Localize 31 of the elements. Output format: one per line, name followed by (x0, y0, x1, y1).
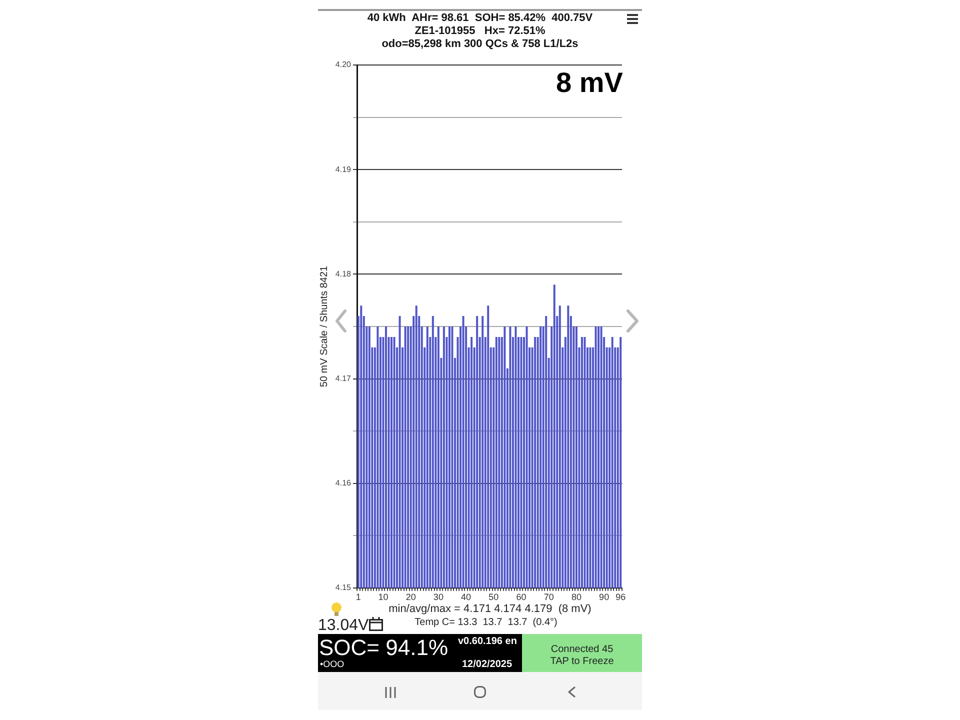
chart-subtitle: ZE1-101955 Hx= 72.51% (414, 25, 546, 38)
y-tick-label: 4.16 (335, 478, 352, 488)
text: Temp C= 13.3 13.7 13.7 (0.4°) (414, 617, 558, 628)
text: min/avg/max = 4.171 4.174 4.179 (8 mV) (388, 603, 592, 616)
x-tick-label: 90 (599, 592, 610, 602)
text: 13.04V (318, 617, 369, 635)
text: odo=85,298 km 300 QCs & 758 L1/L2s (380, 38, 580, 50)
x-tick-label: 10 (378, 592, 388, 602)
y-tick-label: 4.15 (335, 583, 352, 592)
x-tick-label: 80 (571, 592, 582, 602)
x-tick-label: 70 (544, 592, 554, 602)
x-tick-label: 40 (461, 592, 472, 602)
text: TAP to Freeze (549, 656, 615, 667)
text: SOC= 94.1% (319, 635, 448, 660)
x-tick-label: 96 (616, 592, 626, 602)
text: 12/02/2025 (462, 659, 512, 670)
x-tick-label: 1 (356, 592, 361, 602)
y-tick-label: 4.19 (335, 164, 352, 174)
x-tick-label: 30 (433, 592, 444, 602)
y-tick-label: 4.17 (335, 374, 352, 384)
x-tick-label: 20 (406, 592, 416, 602)
x-tick-label: 60 (516, 592, 526, 602)
x-tick-label: 50 (488, 592, 499, 602)
annotation: 8 mV (556, 67, 623, 99)
y-tick-label: 4.18 (335, 269, 352, 278)
chart-title: 40 kWh AHr= 98.61 SOH= 85.42% 400.75V (366, 12, 594, 24)
y-axis-title: 50 mV Scale / Shunts 8421 (318, 265, 330, 388)
text: v0.60.196 en (458, 636, 517, 647)
text: Connected 45 (550, 644, 614, 655)
text: •OOO (320, 659, 344, 670)
y-tick-label: 4.20 (335, 60, 352, 70)
